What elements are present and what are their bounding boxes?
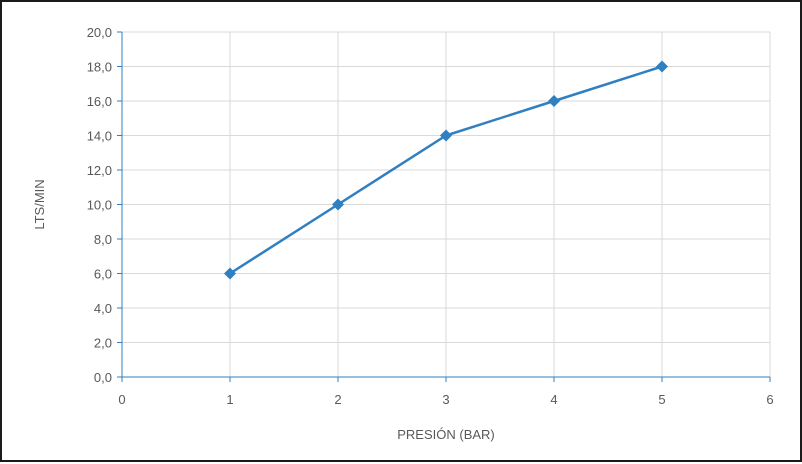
y-tick-label: 10,0 [87,198,112,213]
data-series [224,60,668,280]
x-tick-label: 5 [658,392,665,407]
y-tick-label: 0,0 [94,370,112,385]
y-tick-label: 4,0 [94,301,112,316]
data-point-marker [440,129,452,142]
x-axis-title: PRESIÓN (BAR) [397,427,495,442]
y-tick-label: 6,0 [94,267,112,282]
y-tick-label: 14,0 [87,129,112,144]
data-point-marker [332,198,344,211]
y-tick-label: 2,0 [94,336,112,351]
x-tick-label: 2 [334,392,341,407]
gridlines [122,31,771,377]
x-tick-label: 0 [118,392,125,407]
y-tick-label: 20,0 [87,25,112,40]
y-tick-label: 16,0 [87,94,112,109]
y-axis-title: LTS/MIN [32,179,47,229]
x-tick-label: 3 [442,392,449,407]
x-tick-label: 1 [226,392,233,407]
x-tick-label: 4 [550,392,557,407]
x-tick-labels: 0 1 2 3 4 5 6 [118,392,773,407]
data-point-marker [548,95,560,107]
data-point-marker [656,60,668,73]
x-tick-label: 6 [766,392,773,407]
y-tick-labels: 0,0 2,0 4,0 6,0 8,0 10,0 12,0 14,0 16,0 18,0 20,0 [87,25,112,385]
axes [117,31,771,382]
data-point-marker [224,267,236,280]
y-tick-label: 8,0 [94,232,112,247]
y-tick-label: 12,0 [87,163,112,178]
y-tick-label: 18,0 [87,60,112,75]
